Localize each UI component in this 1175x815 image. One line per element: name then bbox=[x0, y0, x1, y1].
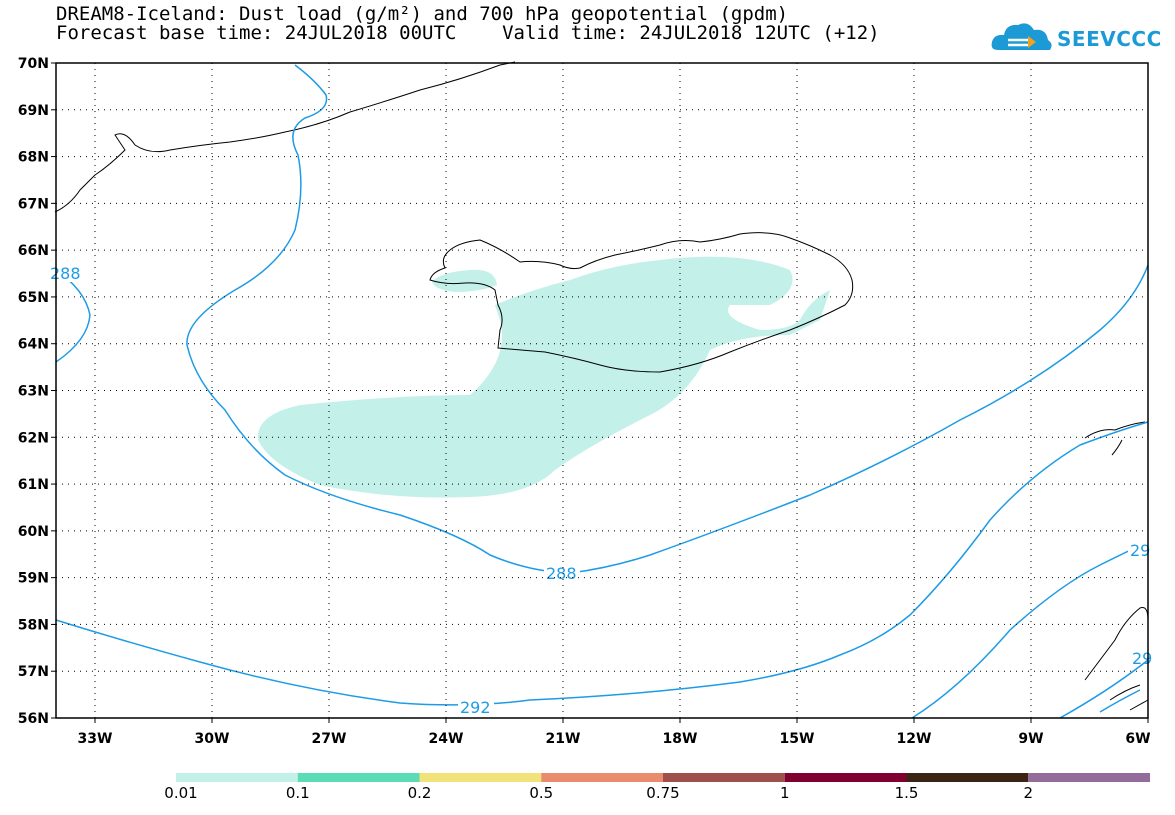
lat-label: 59N bbox=[18, 571, 49, 587]
contour-label-292: 292 bbox=[460, 698, 491, 717]
lat-label: 58N bbox=[18, 617, 49, 633]
lat-label: 70N bbox=[18, 56, 49, 72]
lat-label: 60N bbox=[18, 524, 49, 540]
legend-swatch bbox=[1028, 773, 1150, 782]
lon-label: 12W bbox=[897, 731, 932, 747]
longitude-axis: 33W 30W 27W 24W 21W 18W 15W 12W 9W 6W bbox=[78, 718, 1151, 747]
legend-swatch bbox=[419, 773, 542, 782]
lat-label: 56N bbox=[18, 711, 49, 727]
legend-label: 1 bbox=[779, 784, 790, 802]
legend-label: 1.5 bbox=[894, 784, 919, 802]
lon-label: 30W bbox=[195, 731, 230, 747]
contour-label-29-east: 29 bbox=[1130, 541, 1150, 560]
lon-label: 24W bbox=[429, 731, 464, 747]
contour-296-east bbox=[1059, 659, 1149, 719]
legend-label: 0.1 bbox=[285, 784, 310, 802]
contour-label-288-west: 288 bbox=[50, 264, 81, 283]
lat-label: 62N bbox=[18, 430, 49, 446]
cloud-logo-icon bbox=[991, 23, 1052, 50]
faroe-islands-coast bbox=[1084, 421, 1146, 456]
dust-region bbox=[257, 256, 830, 498]
gridlines bbox=[56, 63, 1148, 718]
legend-label: 0.75 bbox=[646, 784, 680, 802]
lat-label: 57N bbox=[18, 664, 49, 680]
legend-swatch bbox=[784, 773, 907, 782]
legend-label: 0.01 bbox=[164, 784, 198, 802]
contour-292-main bbox=[55, 421, 1149, 706]
lon-label: 21W bbox=[546, 731, 581, 747]
legend-label: 0.2 bbox=[407, 784, 432, 802]
map-subtitle: Forecast base time: 24JUL2018 00UTC Vali… bbox=[56, 22, 880, 44]
lat-label: 67N bbox=[18, 196, 49, 212]
lat-label: 63N bbox=[18, 384, 49, 400]
scotland-coast bbox=[1084, 607, 1149, 711]
lat-label: 61N bbox=[18, 477, 49, 493]
legend-swatch bbox=[176, 773, 298, 782]
lat-label: 65N bbox=[18, 290, 49, 306]
legend-swatch bbox=[541, 773, 663, 782]
legend-swatch bbox=[906, 773, 1029, 782]
legend-swatch bbox=[297, 773, 420, 782]
legend-colorbar bbox=[176, 773, 1150, 782]
legend-label: 0.5 bbox=[529, 784, 554, 802]
lat-label: 68N bbox=[18, 150, 49, 166]
lon-label: 15W bbox=[780, 731, 815, 747]
legend-swatch bbox=[663, 773, 785, 782]
lat-label: 66N bbox=[18, 243, 49, 259]
logo-text: SEEVCCC bbox=[1057, 27, 1162, 51]
legend-label: 2 bbox=[1023, 784, 1034, 802]
contour-292-east bbox=[911, 541, 1149, 719]
greenland-coast bbox=[54, 61, 516, 213]
lon-label: 6W bbox=[1125, 731, 1150, 747]
dust-region-west bbox=[432, 269, 497, 292]
dust-region-north bbox=[640, 260, 678, 271]
lon-label: 18W bbox=[663, 731, 698, 747]
latitude-axis: 70N 69N 68N 67N 66N 65N 64N 63N 62N 61N 60N 59N 58N 5… bbox=[18, 56, 56, 727]
lat-label: 64N bbox=[18, 337, 49, 353]
lon-label: 27W bbox=[312, 731, 347, 747]
contour-lines bbox=[55, 64, 1149, 719]
iceland-coast bbox=[429, 232, 854, 373]
contour-label-288: 288 bbox=[546, 564, 577, 583]
map-title: DREAM8-Iceland: Dust load (g/m²) and 700… bbox=[56, 3, 789, 25]
lon-label: 33W bbox=[78, 731, 113, 747]
contour-south-east bbox=[1099, 689, 1141, 713]
lat-label: 69N bbox=[18, 103, 49, 119]
contour-288-west bbox=[55, 269, 91, 363]
contour-288-main bbox=[186, 64, 1149, 574]
lon-label: 9W bbox=[1018, 731, 1043, 747]
dust-region-main bbox=[257, 256, 830, 498]
contour-label-29-southeast: 29 bbox=[1132, 649, 1152, 668]
